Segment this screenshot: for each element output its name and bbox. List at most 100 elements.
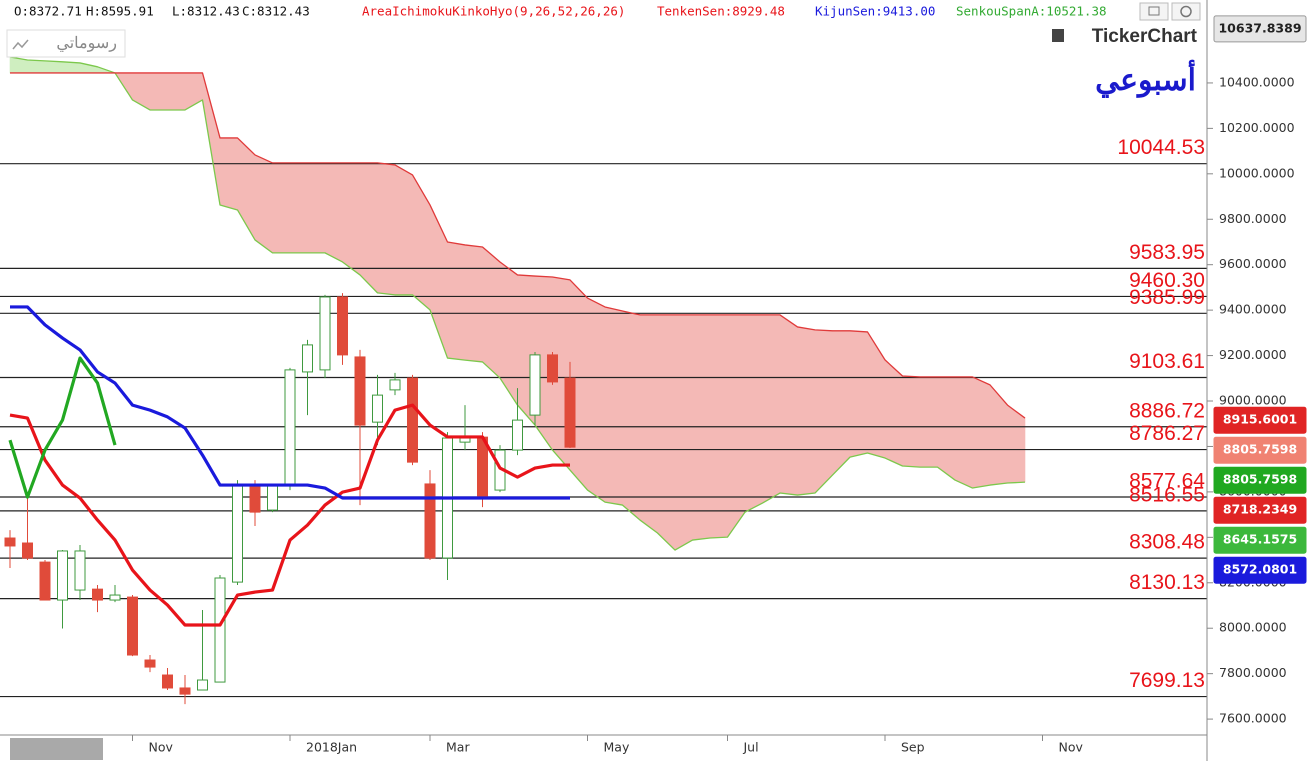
x-tick-label: Nov bbox=[1059, 740, 1084, 755]
candle-body bbox=[319, 296, 331, 371]
cloud-fill bbox=[62, 61, 81, 74]
candle-body bbox=[39, 561, 51, 601]
candle-body bbox=[179, 687, 191, 695]
level-label: 8516.55 bbox=[1129, 483, 1205, 506]
cloud-fill bbox=[674, 314, 693, 551]
level-label: 9385.99 bbox=[1129, 286, 1205, 309]
candle-body bbox=[92, 588, 103, 601]
level-label: 9583.95 bbox=[1129, 241, 1205, 264]
price-tag bbox=[1213, 466, 1307, 494]
price-tag bbox=[1213, 15, 1307, 43]
y-tick-label: 7600.0000 bbox=[1219, 711, 1287, 726]
candle-body bbox=[459, 437, 471, 443]
candle-body bbox=[232, 484, 243, 583]
x-tick-label: Mar bbox=[446, 740, 470, 755]
cloud-fill bbox=[727, 314, 746, 539]
level-label: 8786.27 bbox=[1129, 422, 1205, 445]
candle-body bbox=[284, 369, 296, 486]
cloud-fill bbox=[762, 314, 781, 504]
cloud-fill bbox=[919, 376, 938, 468]
window-button[interactable] bbox=[1139, 2, 1169, 21]
cloud-fill bbox=[254, 154, 273, 254]
x-tick-label: Jul bbox=[743, 740, 759, 755]
kijun-readout: KijunSen:9413.00 bbox=[815, 4, 935, 19]
level-label: 8577.64 bbox=[1129, 470, 1205, 493]
y-tick-label: 9400.0000 bbox=[1219, 302, 1287, 317]
cloud-fill bbox=[639, 314, 658, 534]
logo: TickerChart bbox=[1092, 26, 1198, 47]
my-charts-button[interactable] bbox=[6, 29, 126, 58]
candle-body bbox=[302, 344, 313, 373]
price-tag-label: 10637.8389 bbox=[1218, 20, 1301, 35]
cloud-fill bbox=[272, 162, 291, 254]
price-tag-label: 8805.7598 bbox=[1223, 442, 1297, 457]
cloud-fill bbox=[779, 314, 798, 496]
cloud-fill bbox=[219, 137, 238, 211]
level-label: 7699.13 bbox=[1129, 669, 1205, 692]
cloud-fill bbox=[604, 306, 623, 506]
cloud-fill bbox=[814, 329, 833, 494]
cloud-fill bbox=[342, 162, 361, 276]
price-tag bbox=[1213, 436, 1307, 464]
cloud-fill bbox=[289, 162, 308, 254]
level-label: 10044.53 bbox=[1117, 136, 1205, 159]
cloud-fill bbox=[849, 330, 868, 458]
candle-body bbox=[372, 394, 383, 423]
candle-body bbox=[74, 550, 86, 591]
restore-icon bbox=[1148, 6, 1160, 16]
candle-body bbox=[354, 356, 366, 426]
candle-body bbox=[529, 354, 541, 416]
y-tick-label: 8000.0000 bbox=[1219, 620, 1287, 635]
price-tag bbox=[1213, 526, 1307, 554]
cloud-fill bbox=[377, 162, 396, 296]
candle-body bbox=[407, 377, 418, 463]
ohlc-high: H:8595.91 bbox=[86, 4, 154, 19]
cloud-fill bbox=[972, 376, 991, 489]
y-tick-label: 10200.0000 bbox=[1219, 120, 1295, 135]
level-label: 8130.13 bbox=[1129, 571, 1205, 594]
settings-button[interactable] bbox=[1171, 2, 1201, 21]
x-tick-label: May bbox=[604, 740, 630, 755]
cloud-fill bbox=[167, 72, 186, 111]
candle-body bbox=[564, 377, 576, 448]
y-tick-label: 9000.0000 bbox=[1219, 393, 1287, 408]
price-tag-label: 8572.0801 bbox=[1223, 562, 1297, 577]
chart-icon bbox=[12, 39, 29, 50]
cloud-fill bbox=[27, 59, 46, 74]
price-tag-label: 8645.1575 bbox=[1223, 532, 1297, 547]
price-tag-label: 8718.2349 bbox=[1223, 502, 1297, 517]
cloud-fill bbox=[447, 241, 466, 361]
candle-body bbox=[109, 594, 121, 601]
indicator-line bbox=[9, 403, 570, 627]
my-charts: رسوماتي bbox=[56, 35, 117, 52]
ohlc-close: C:8312.43 bbox=[242, 4, 310, 19]
candle-body bbox=[197, 679, 208, 691]
logo-icon bbox=[1052, 29, 1064, 42]
ohlc-open: O:8372.71 bbox=[14, 4, 82, 19]
senkou-readout: SenkouSpanA:10521.38 bbox=[956, 4, 1107, 19]
cloud-fill bbox=[692, 314, 711, 541]
price-tag bbox=[1213, 556, 1307, 584]
candle-body bbox=[424, 483, 436, 559]
y-tick-label: 10000.0000 bbox=[1219, 165, 1295, 180]
level-label: 8886.72 bbox=[1129, 399, 1205, 422]
price-tag-label: 8805.7598 bbox=[1223, 472, 1297, 487]
scrollbar[interactable] bbox=[10, 738, 103, 760]
candle-body bbox=[57, 550, 68, 601]
cloud-fill bbox=[149, 72, 168, 111]
cloud-fill bbox=[744, 314, 763, 513]
candle-body bbox=[144, 659, 156, 668]
candle-body bbox=[214, 577, 226, 683]
candle-body bbox=[162, 674, 173, 689]
ohlc-low: L:8312.43 bbox=[172, 4, 240, 19]
y-tick-label: 9800.0000 bbox=[1219, 211, 1287, 226]
plot-area bbox=[0, 56, 1207, 705]
x-tick-label: 2018Jan bbox=[306, 740, 357, 755]
cloud-fill bbox=[464, 244, 483, 363]
cloud-fill bbox=[324, 162, 343, 263]
cloud-fill bbox=[307, 162, 326, 254]
candle-body bbox=[4, 537, 16, 547]
cloud-fill bbox=[359, 162, 378, 294]
level-label: 9460.30 bbox=[1129, 269, 1205, 292]
